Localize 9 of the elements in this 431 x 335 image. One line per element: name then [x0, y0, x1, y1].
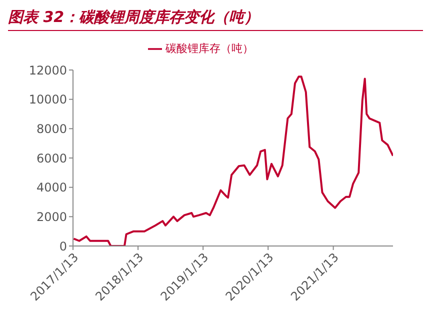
- y-tick-label: 10000: [28, 92, 67, 107]
- legend-label: 碳酸锂库存（吨）: [166, 42, 254, 55]
- chart-title: 图表 32：碳酸锂周度库存变化（吨）: [8, 8, 423, 31]
- y-tick-label: 0: [59, 239, 67, 254]
- y-tick-label: 4000: [36, 180, 67, 195]
- y-tick-label: 12000: [28, 63, 67, 78]
- y-tick-label: 8000: [36, 122, 67, 136]
- y-tick-label: 6000: [36, 151, 67, 166]
- y-tick-label: 2000: [36, 210, 67, 224]
